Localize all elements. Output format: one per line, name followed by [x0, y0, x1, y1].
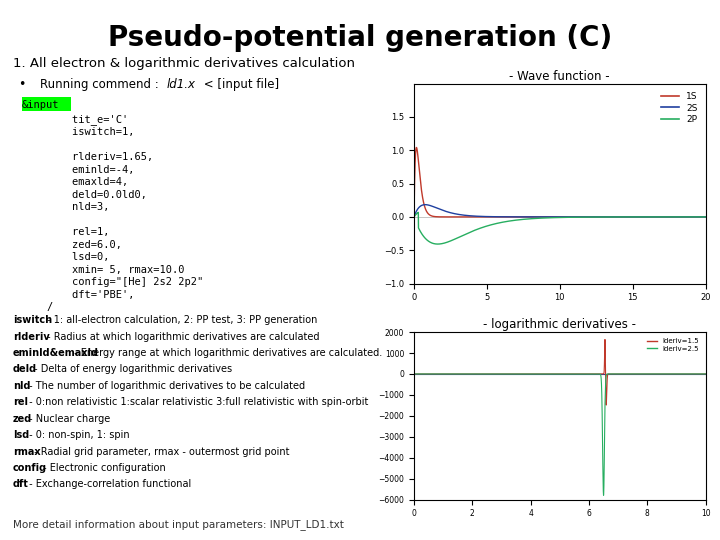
- Text: zed=6.0,: zed=6.0,: [22, 240, 122, 250]
- Text: •: •: [18, 78, 25, 91]
- Text: - The number of logarithmic derivatives to be calculated: - The number of logarithmic derivatives …: [26, 381, 305, 391]
- Bar: [22, 97, 71, 111]
- Text: lsd=0,: lsd=0,: [22, 252, 109, 262]
- Text: - Electronic configuration: - Electronic configuration: [40, 463, 166, 473]
- Text: - Energy range at which logarithmic derivatives are calculated.: - Energy range at which logarithmic deri…: [71, 348, 382, 358]
- Text: tit_e='C': tit_e='C': [22, 114, 128, 125]
- Text: rel: rel: [13, 397, 28, 407]
- Text: - 1: all-electron calculation, 2: PP test, 3: PP generation: - 1: all-electron calculation, 2: PP tes…: [44, 315, 318, 325]
- Text: rlderiv: rlderiv: [13, 332, 50, 341]
- Title: - Wave function -: - Wave function -: [510, 70, 610, 83]
- Text: /: /: [22, 302, 53, 313]
- Text: eminld&emaxld: eminld&emaxld: [13, 348, 99, 358]
- Text: Pseudo-potential generation (C): Pseudo-potential generation (C): [108, 24, 612, 52]
- Text: < [input file]: < [input file]: [200, 78, 279, 91]
- Text: rlderiv=1.65,: rlderiv=1.65,: [22, 152, 153, 162]
- Text: - Radial grid parameter, rmax - outermost grid point: - Radial grid parameter, rmax - outermos…: [31, 447, 289, 456]
- Text: ld1.x: ld1.x: [167, 78, 196, 91]
- Text: - 0: non-spin, 1: spin: - 0: non-spin, 1: spin: [26, 430, 130, 440]
- Text: rel=1,: rel=1,: [22, 227, 109, 237]
- Text: - Nuclear charge: - Nuclear charge: [26, 414, 110, 424]
- Text: nld: nld: [13, 381, 30, 391]
- Text: dft: dft: [13, 480, 29, 489]
- Text: - 0:non relativistic 1:scalar relativistic 3:full relativistic with spin-orbit: - 0:non relativistic 1:scalar relativist…: [26, 397, 369, 407]
- Text: config="[He] 2s2 2p2": config="[He] 2s2 2p2": [22, 278, 203, 287]
- Title: - logarithmic derivatives -: - logarithmic derivatives -: [483, 318, 636, 331]
- Text: nld=3,: nld=3,: [22, 202, 109, 212]
- Text: - Radius at which logarithmic derivatives are calculated: - Radius at which logarithmic derivative…: [44, 332, 320, 341]
- Text: eminld=-4,: eminld=-4,: [22, 165, 134, 174]
- Text: zed: zed: [13, 414, 32, 424]
- Text: - Delta of energy logarithmic derivatives: - Delta of energy logarithmic derivative…: [31, 364, 232, 374]
- Text: - Exchange-correlation functional: - Exchange-correlation functional: [26, 480, 192, 489]
- Text: deld=0.0ld0,: deld=0.0ld0,: [22, 190, 147, 200]
- Text: config: config: [13, 463, 47, 473]
- Text: deld: deld: [13, 364, 37, 374]
- Text: &input: &input: [22, 100, 59, 110]
- Text: 1. All electron & logarithmic derivatives calculation: 1. All electron & logarithmic derivative…: [13, 57, 355, 70]
- Legend: 1S, 2S, 2P: 1S, 2S, 2P: [657, 88, 701, 128]
- Text: dft='PBE',: dft='PBE',: [22, 290, 134, 300]
- Text: rmax: rmax: [13, 447, 40, 456]
- Text: Running commend :: Running commend :: [40, 78, 162, 91]
- Text: More detail information about input parameters: INPUT_LD1.txt: More detail information about input para…: [13, 519, 344, 530]
- Text: lsd: lsd: [13, 430, 30, 440]
- Text: xmin= 5, rmax=10.0: xmin= 5, rmax=10.0: [22, 265, 184, 275]
- Text: iswitch: iswitch: [13, 315, 52, 325]
- Text: iswitch=1,: iswitch=1,: [22, 127, 134, 137]
- Text: emaxld=4,: emaxld=4,: [22, 177, 128, 187]
- Legend: lderiv=1.5, lderiv=2.5: lderiv=1.5, lderiv=2.5: [644, 335, 702, 355]
